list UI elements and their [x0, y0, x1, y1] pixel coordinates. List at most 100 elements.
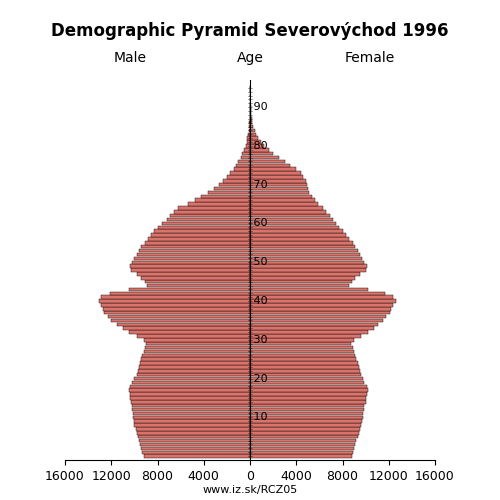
Bar — [250, 292, 386, 295]
Bar — [128, 388, 250, 392]
Bar — [250, 377, 364, 380]
Bar — [132, 404, 250, 407]
Bar — [128, 330, 250, 334]
Bar — [136, 252, 250, 256]
Bar — [250, 311, 390, 314]
Bar — [238, 160, 250, 163]
Bar — [250, 121, 252, 124]
Bar — [250, 416, 364, 419]
Bar — [134, 424, 250, 427]
Bar — [248, 128, 250, 132]
Bar — [138, 435, 250, 438]
Bar — [150, 234, 250, 237]
Bar — [136, 272, 250, 276]
Bar — [250, 322, 378, 326]
Bar — [145, 280, 250, 283]
Text: 20: 20 — [250, 374, 268, 384]
Bar — [250, 303, 394, 306]
Bar — [250, 315, 386, 318]
Bar — [250, 338, 354, 342]
Bar — [250, 144, 264, 148]
Bar — [250, 330, 368, 334]
Bar — [250, 268, 366, 272]
Bar — [145, 241, 250, 244]
Bar — [136, 373, 250, 376]
Title: Demographic Pyramid Severovýchod 1996: Demographic Pyramid Severovýchod 1996 — [52, 22, 449, 40]
Bar — [250, 446, 354, 450]
Bar — [241, 156, 250, 160]
Bar — [132, 380, 250, 384]
Bar — [142, 276, 250, 280]
Bar — [230, 172, 250, 175]
Bar — [139, 249, 250, 252]
Bar — [132, 408, 250, 412]
Bar — [130, 264, 250, 268]
Bar — [142, 446, 250, 450]
Bar — [130, 384, 250, 388]
Bar — [250, 140, 261, 144]
Bar — [249, 125, 250, 128]
Bar — [250, 156, 279, 160]
Bar — [250, 307, 391, 310]
Bar — [250, 354, 355, 357]
Bar — [250, 160, 284, 163]
Bar — [250, 136, 258, 140]
Bar — [250, 427, 360, 430]
Bar — [250, 369, 360, 372]
Bar — [139, 439, 250, 442]
Bar — [234, 168, 250, 171]
Bar — [250, 148, 268, 152]
Bar — [136, 431, 250, 434]
Bar — [148, 237, 250, 240]
Bar — [250, 183, 306, 186]
Bar — [250, 408, 364, 412]
Bar — [248, 132, 250, 136]
Bar — [250, 152, 273, 156]
Text: 90: 90 — [250, 102, 268, 112]
Bar — [250, 326, 374, 330]
Bar — [140, 442, 250, 446]
Bar — [154, 230, 250, 233]
Bar — [101, 296, 250, 299]
Text: 10: 10 — [250, 412, 268, 422]
Bar — [250, 392, 367, 396]
Bar — [250, 435, 358, 438]
Bar — [219, 183, 250, 186]
Bar — [236, 164, 250, 167]
Bar — [136, 427, 250, 430]
Text: 40: 40 — [250, 296, 268, 306]
Bar — [250, 128, 254, 132]
Bar — [250, 284, 350, 288]
Bar — [133, 412, 250, 415]
Bar — [250, 296, 394, 299]
Bar — [248, 136, 250, 140]
Bar — [250, 210, 326, 214]
Bar — [131, 268, 250, 272]
Bar — [147, 284, 250, 288]
Bar — [250, 342, 350, 345]
Bar — [250, 237, 350, 240]
Bar — [250, 388, 368, 392]
Bar — [140, 362, 250, 365]
Bar — [144, 350, 250, 353]
Bar — [170, 214, 250, 218]
Text: 60: 60 — [250, 218, 268, 228]
Bar — [250, 420, 362, 423]
Bar — [117, 322, 250, 326]
Bar — [250, 264, 367, 268]
Bar — [133, 416, 250, 419]
Bar — [250, 396, 366, 400]
Bar — [134, 420, 250, 423]
Bar — [130, 392, 250, 396]
Bar — [101, 303, 250, 306]
Bar — [162, 222, 250, 225]
Bar — [250, 175, 303, 178]
Bar — [250, 117, 252, 120]
Bar — [134, 256, 250, 260]
Bar — [246, 144, 250, 148]
Bar — [250, 384, 367, 388]
Bar — [208, 190, 250, 194]
Bar — [108, 315, 250, 318]
Bar — [104, 311, 250, 314]
Bar — [123, 326, 250, 330]
